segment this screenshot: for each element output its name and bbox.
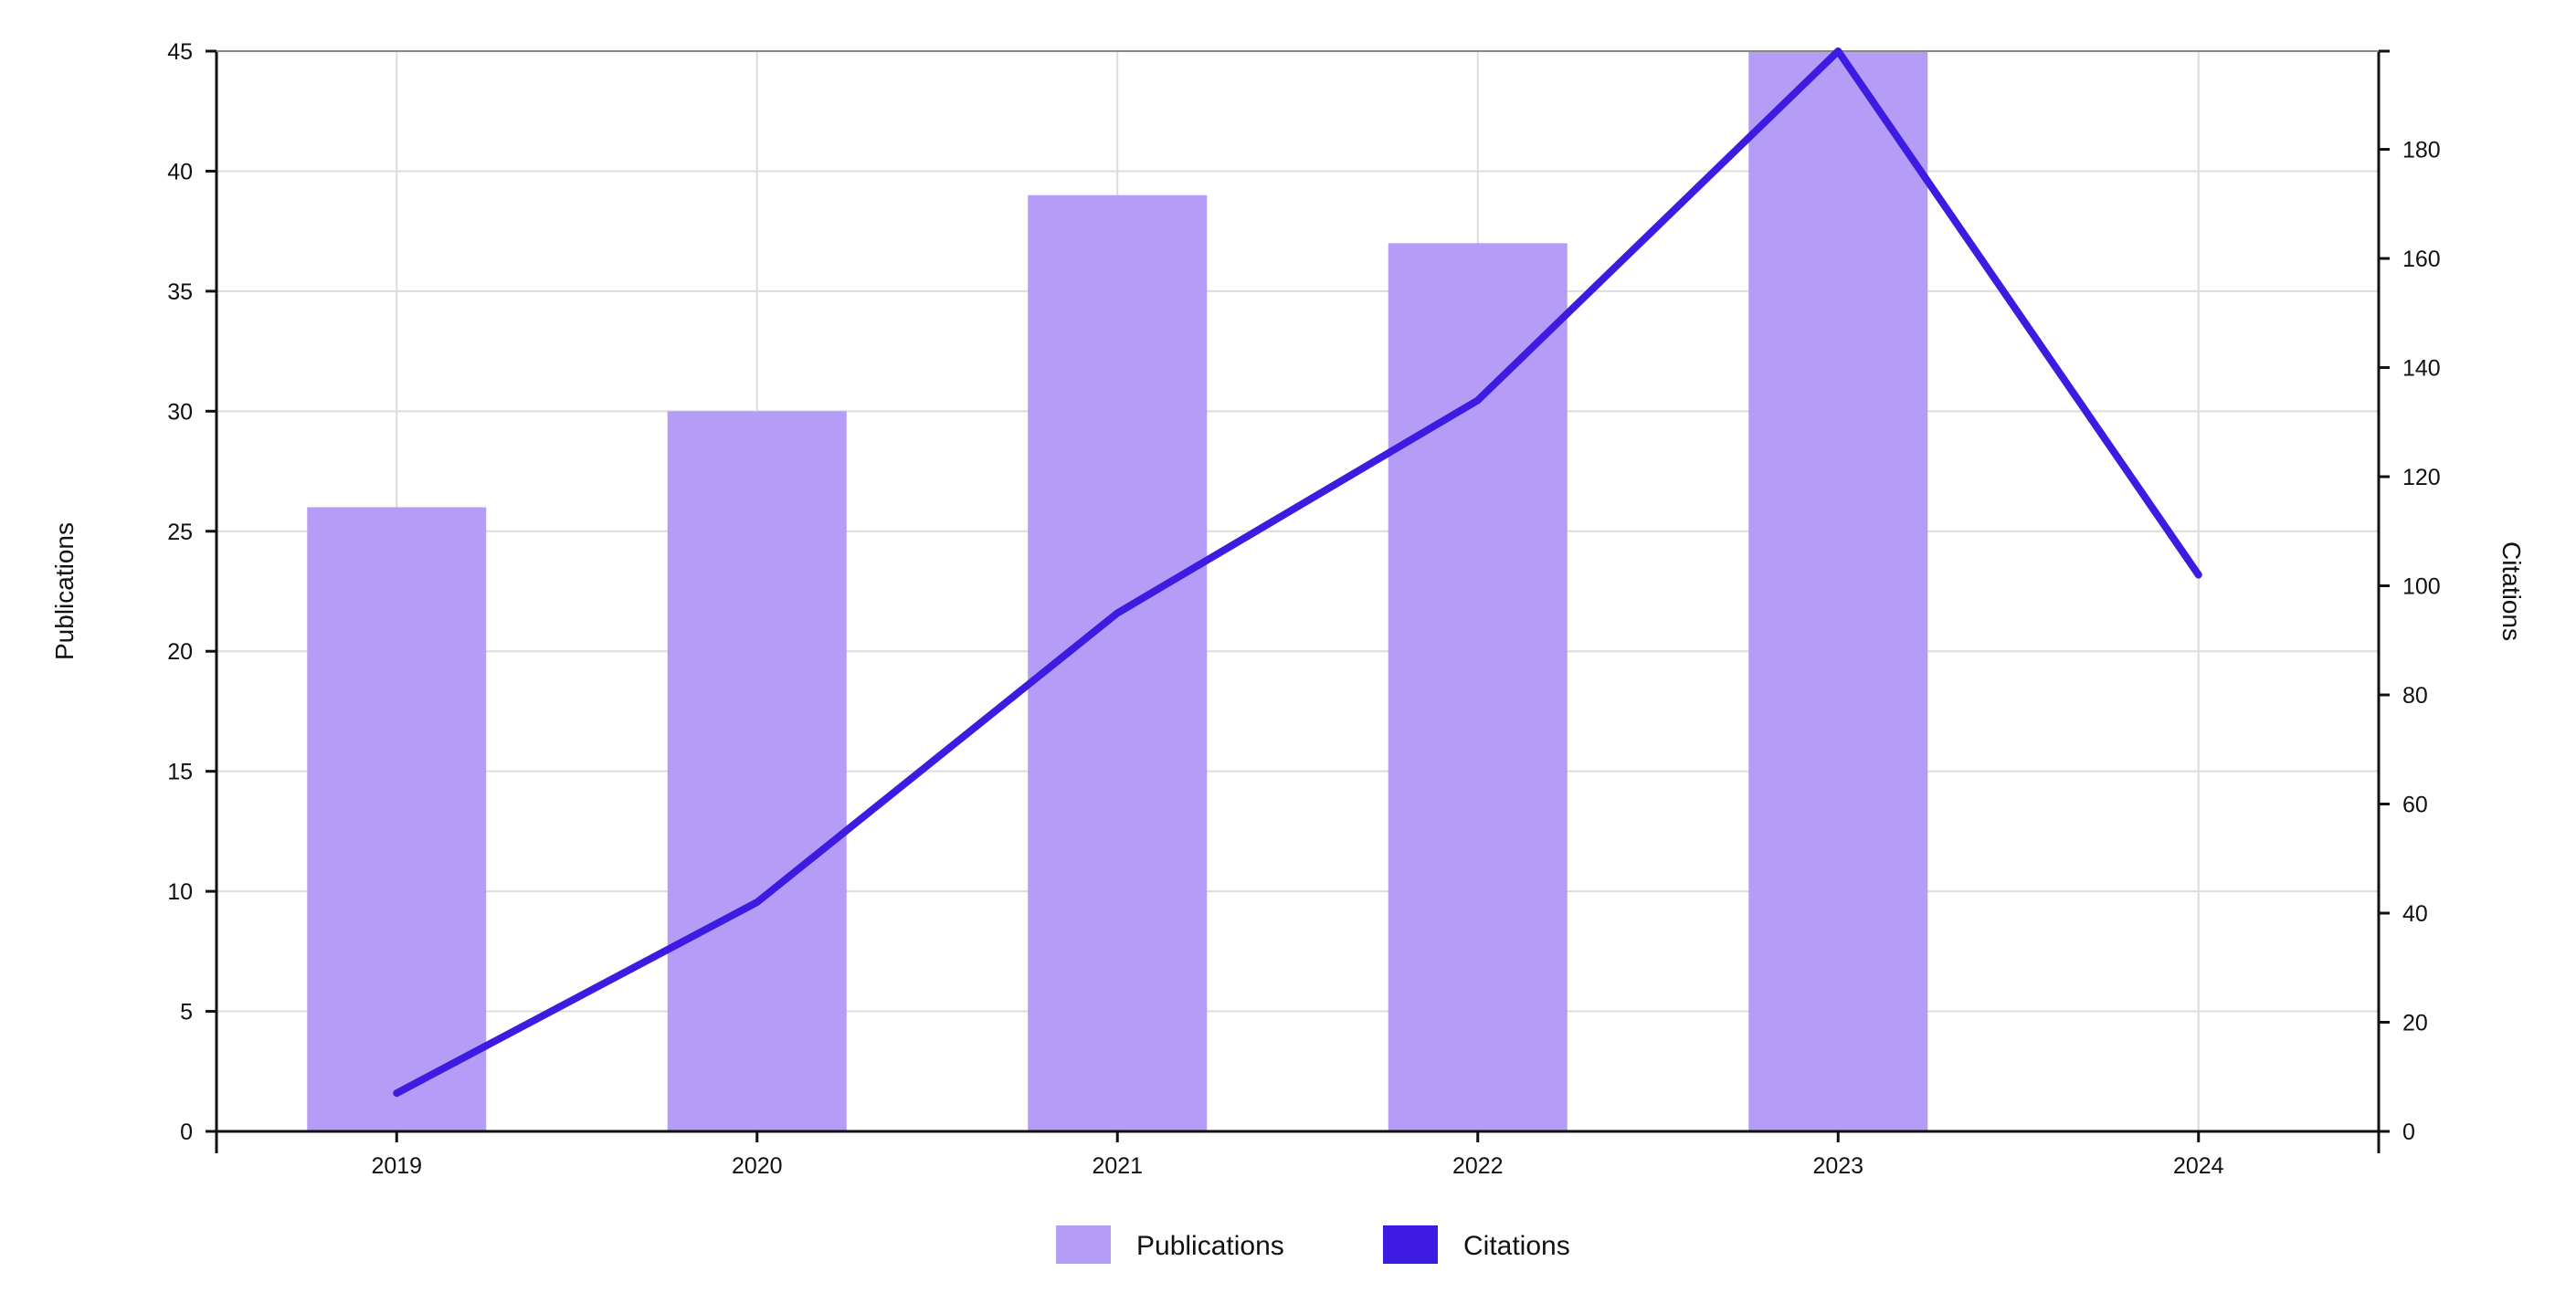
x-tick-label: 2023 xyxy=(1812,1153,1863,1179)
x-tick-label: 2021 xyxy=(1092,1153,1143,1179)
legend-label-publications: Publications xyxy=(1136,1231,1284,1261)
publications-bar xyxy=(1748,51,1928,1131)
y-tick-label: 5 xyxy=(180,1000,193,1025)
y-tick-label: 20 xyxy=(167,639,193,665)
y2-axis-title: Citations xyxy=(2497,541,2526,641)
y-axis-title: Publications xyxy=(50,522,79,660)
y2-tick-label: 0 xyxy=(2402,1120,2415,1145)
y2-tick-label: 80 xyxy=(2402,683,2428,709)
y-tick-label: 35 xyxy=(167,279,193,305)
x-tick-label: 2020 xyxy=(732,1153,783,1179)
y2-tick-label: 20 xyxy=(2402,1011,2428,1036)
y2-tick-label: 140 xyxy=(2402,356,2441,382)
y-tick-label: 0 xyxy=(180,1120,193,1145)
y2-tick-label: 120 xyxy=(2402,465,2441,490)
ticks: 0 5 10 15 20 25 30 35 40 45 2019 2020 2021 2022 2023 20… xyxy=(167,39,2441,1179)
y2-tick-label: 60 xyxy=(2402,793,2428,818)
legend-label-citations: Citations xyxy=(1463,1231,1570,1261)
y2-tick-label: 160 xyxy=(2402,247,2441,272)
publications-bar xyxy=(1388,243,1568,1131)
legend-swatch-citations xyxy=(1383,1225,1438,1264)
legend-swatch-publications xyxy=(1056,1225,1111,1264)
axes xyxy=(215,50,2381,1153)
legend: Publications Citations xyxy=(1056,1225,1570,1264)
x-tick-label: 2022 xyxy=(1452,1153,1504,1179)
y-tick-label: 45 xyxy=(167,39,193,65)
y-tick-label: 40 xyxy=(167,159,193,184)
y2-tick-label: 100 xyxy=(2402,574,2441,600)
x-tick-label: 2024 xyxy=(2173,1153,2224,1179)
y-tick-label: 15 xyxy=(167,760,193,785)
publications-bar xyxy=(667,411,847,1131)
publications-bars xyxy=(307,51,1928,1131)
y-tick-label: 30 xyxy=(167,399,193,425)
citations-line-group xyxy=(393,47,2202,1098)
y-tick-label: 10 xyxy=(167,879,193,905)
citations-line xyxy=(393,47,2202,1098)
y2-tick-label: 180 xyxy=(2402,138,2441,163)
grid xyxy=(216,51,2379,1131)
publications-bar xyxy=(307,507,487,1131)
x-tick-label: 2019 xyxy=(371,1153,422,1179)
y2-tick-label: 40 xyxy=(2402,901,2428,927)
y-tick-label: 25 xyxy=(167,520,193,545)
